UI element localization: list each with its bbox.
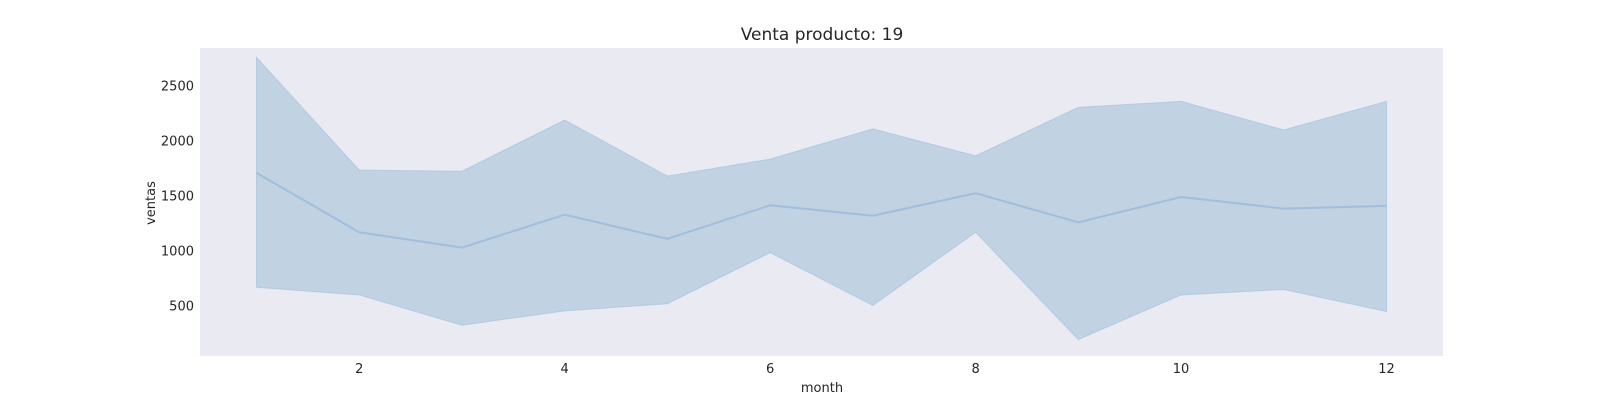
x-tick-label: 8 — [971, 362, 979, 377]
x-tick-label: 2 — [355, 362, 363, 377]
y-tick-label: 2000 — [161, 134, 194, 149]
series-line — [255, 171, 1387, 249]
x-tick-label: 4 — [561, 362, 569, 377]
x-axis-label: month — [801, 381, 843, 396]
y-tick-label: 1000 — [161, 244, 194, 259]
x-tick-label: 10 — [1173, 362, 1190, 377]
confidence-band — [256, 56, 1387, 341]
y-tick-label: 2500 — [161, 79, 194, 94]
x-tick-label: 12 — [1378, 362, 1395, 377]
y-tick-label: 500 — [169, 299, 194, 314]
y-tick-label: 1500 — [161, 189, 194, 204]
x-tick-label: 6 — [766, 362, 774, 377]
chart-title: Venta producto: 19 — [741, 25, 904, 45]
y-axis-label: ventas — [144, 181, 159, 225]
